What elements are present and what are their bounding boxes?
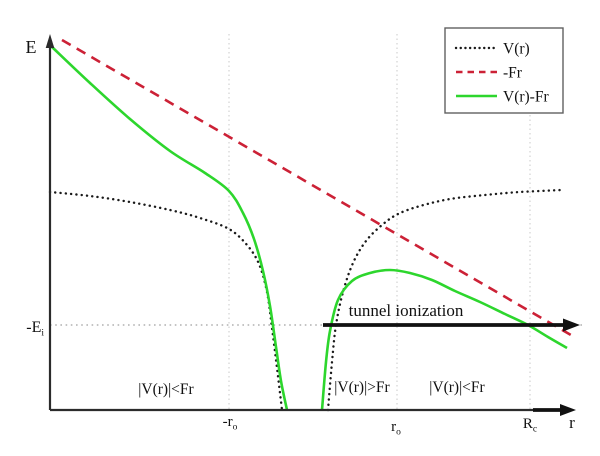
legend-label: -Fr xyxy=(503,65,523,82)
fr-line xyxy=(61,38,577,340)
y-axis-label: E xyxy=(26,37,37,57)
y-tick-label: -Ei xyxy=(26,319,44,339)
v-minus-fr-curve xyxy=(51,46,289,411)
tunnel-ionization-label: tunnel ionization xyxy=(349,301,464,320)
legend-box xyxy=(444,27,564,114)
v-r-curve xyxy=(48,190,284,412)
y-axis-arrowhead xyxy=(45,34,55,48)
v-minus-fr-curve xyxy=(320,268,568,411)
x-tick-label: Rc xyxy=(523,416,537,435)
region-left-label: |V(r)|<Fr xyxy=(138,381,194,398)
x-tick-label: -ro xyxy=(223,414,238,433)
tunnel-ionization-arrowhead xyxy=(563,318,580,332)
x-axis-label: r xyxy=(569,413,575,432)
x-axis-arrowhead xyxy=(560,404,576,416)
region-barrier-label: |V(r)|>Fr xyxy=(334,379,390,396)
v-r-curve xyxy=(326,188,564,412)
region-right-label: |V(r)|<Fr xyxy=(429,379,485,396)
legend-label: V(r)-Fr xyxy=(503,89,549,106)
x-tick-label: ro xyxy=(391,419,401,438)
legend-label: V(r) xyxy=(503,41,530,58)
